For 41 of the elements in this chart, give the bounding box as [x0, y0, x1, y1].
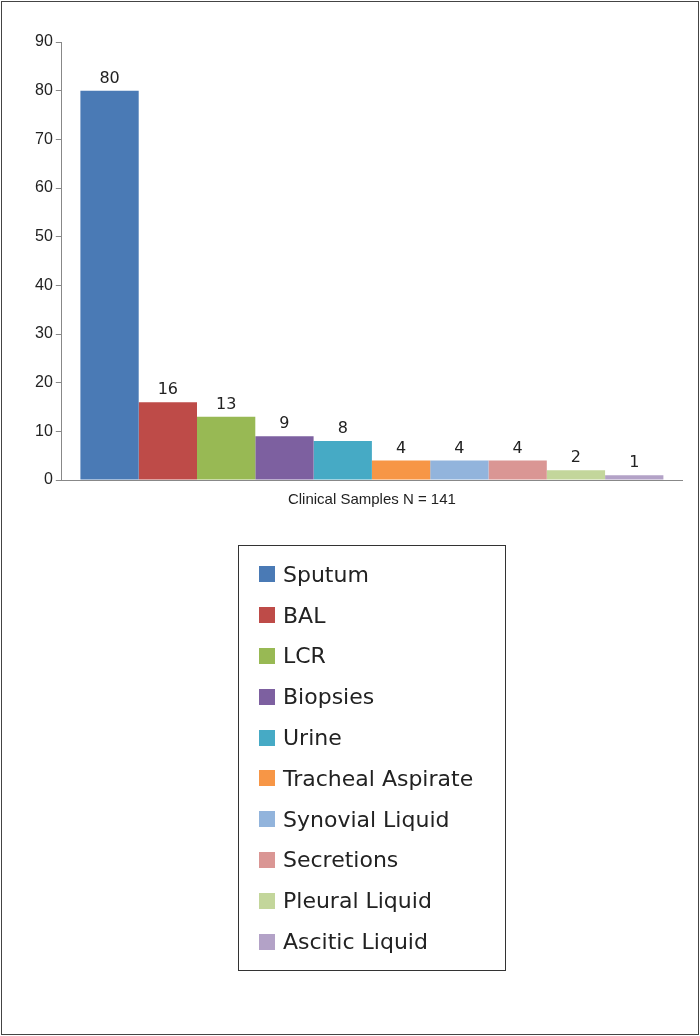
bar [605, 475, 664, 480]
bar [138, 402, 197, 480]
y-tick-label: 60 [35, 178, 53, 196]
legend-label: Pleural Liquid [283, 888, 432, 914]
data-label: 13 [215, 393, 237, 413]
data-label: 9 [279, 413, 290, 433]
bar [546, 470, 606, 480]
y-tick-label: 70 [35, 129, 53, 147]
legend-label: Urine [283, 725, 342, 751]
legend-label: Secretions [283, 847, 399, 873]
bar [371, 460, 431, 480]
x-tick-label: Clinical Samples N = 141 [287, 490, 456, 508]
data-label: 4 [512, 437, 523, 457]
legend-label: BAL [283, 602, 326, 628]
data-label: 8 [337, 418, 348, 438]
data-label: 4 [454, 437, 465, 457]
bar [430, 460, 489, 480]
bar [80, 90, 139, 480]
y-tick-label: 90 [35, 32, 53, 50]
data-label: 16 [157, 379, 179, 399]
legend-label: Sputum [283, 561, 369, 587]
bar [313, 441, 372, 480]
y-tick-label: 0 [43, 470, 53, 488]
y-tick-label: 40 [35, 275, 53, 293]
data-label: 1 [629, 452, 640, 472]
y-tick-label: 10 [35, 421, 53, 439]
y-tick-label: 30 [35, 324, 53, 342]
legend-label: Biopsies [283, 684, 375, 710]
y-tick-label: 20 [35, 373, 53, 391]
data-label: 2 [570, 447, 582, 467]
data-label: 4 [395, 437, 407, 457]
bar [255, 436, 314, 480]
bar [197, 416, 256, 480]
legend-label: LCR [283, 643, 326, 669]
bar [488, 460, 547, 480]
legend-label: Synovial Liquid [283, 806, 450, 832]
y-tick-label: 50 [35, 227, 53, 245]
legend-label: Tracheal Aspirate [283, 765, 474, 791]
legend-label: Ascitic Liquid [283, 929, 428, 955]
data-label: 80 [99, 67, 120, 87]
y-tick-label: 80 [35, 81, 53, 99]
